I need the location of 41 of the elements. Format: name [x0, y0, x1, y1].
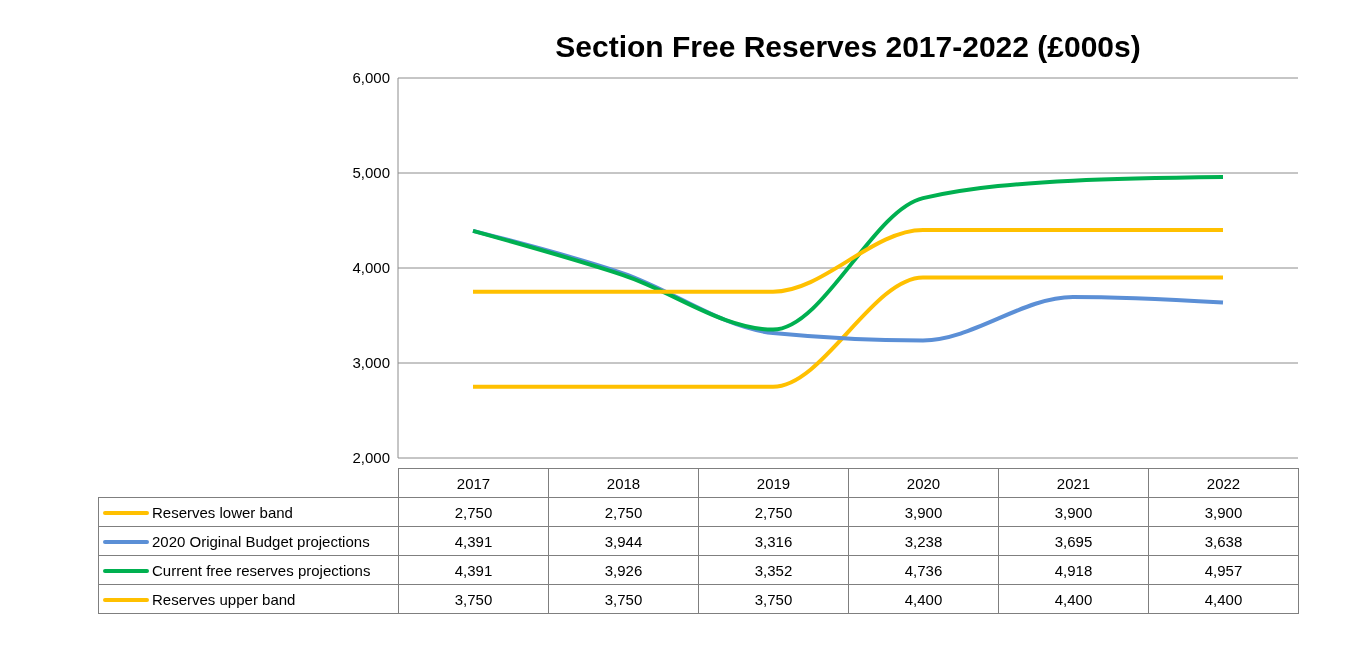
data-label: 3,750: [698, 584, 849, 614]
x-tick-label: 2018: [548, 468, 699, 498]
x-tick-label: 2022: [1148, 468, 1299, 498]
data-label: 3,352: [698, 555, 849, 585]
x-tick-label: 2021: [998, 468, 1149, 498]
data-label: 3,900: [998, 497, 1149, 527]
legend-label: Reserves upper band: [152, 591, 296, 609]
data-label: 4,400: [1148, 584, 1299, 614]
chart-title: Section Free Reserves 2017-2022 (£000s): [554, 30, 1142, 64]
data-label: 4,400: [848, 584, 999, 614]
data-label: 4,736: [848, 555, 999, 585]
data-label: 4,918: [998, 555, 1149, 585]
data-label: 3,695: [998, 526, 1149, 556]
legend-label: 2020 Original Budget projections: [152, 533, 370, 551]
line-series: [471, 175, 1225, 332]
data-label: 2,750: [548, 497, 699, 527]
data-label: 4,957: [1148, 555, 1299, 585]
y-tick-label: 5,000: [352, 164, 390, 182]
y-tick-label: 3,000: [352, 354, 390, 372]
legend-label: Current free reserves projections: [152, 562, 371, 580]
x-tick-label: 2020: [848, 468, 999, 498]
data-label: 3,238: [848, 526, 999, 556]
data-label: 2,750: [698, 497, 849, 527]
data-label: 4,391: [398, 555, 549, 585]
y-tick-label: 6,000: [352, 69, 390, 87]
data-label: 3,750: [548, 584, 699, 614]
data-label: 3,638: [1148, 526, 1299, 556]
data-label: 3,944: [548, 526, 699, 556]
data-label: 3,900: [848, 497, 999, 527]
x-tick-label: 2019: [698, 468, 849, 498]
y-tick-label: 4,000: [352, 259, 390, 277]
data-label: 4,391: [398, 526, 549, 556]
data-label: 4,400: [998, 584, 1149, 614]
data-label: 3,900: [1148, 497, 1299, 527]
data-label: 3,316: [698, 526, 849, 556]
legend-label: Reserves lower band: [152, 504, 293, 522]
data-label: 2,750: [398, 497, 549, 527]
data-label: 3,926: [548, 555, 699, 585]
x-tick-label: 2017: [398, 468, 549, 498]
y-tick-label: 2,000: [352, 449, 390, 467]
data-label: 3,750: [398, 584, 549, 614]
